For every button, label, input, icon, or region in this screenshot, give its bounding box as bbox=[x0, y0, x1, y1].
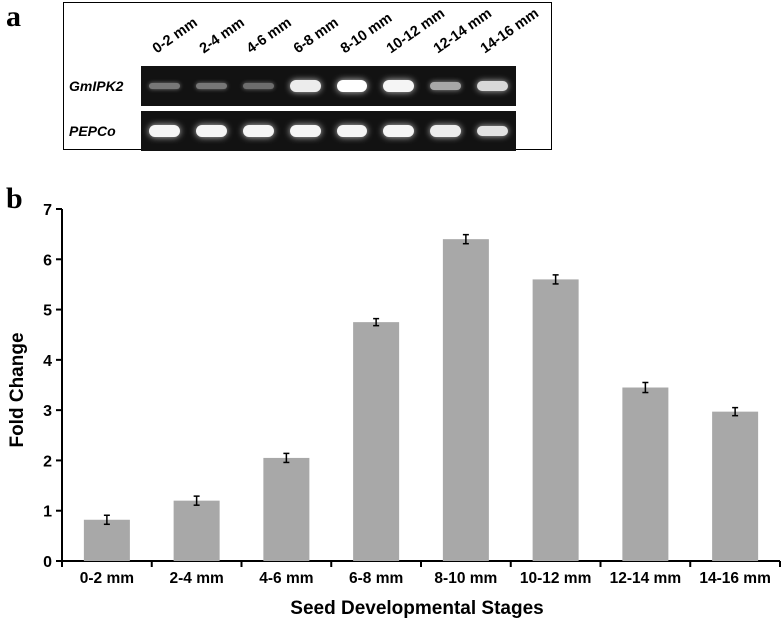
gel-band bbox=[289, 125, 321, 137]
x-tick-label: 14-16 mm bbox=[699, 570, 771, 587]
y-tick-label: 7 bbox=[43, 202, 52, 219]
y-tick-label: 1 bbox=[43, 504, 52, 521]
lane-label: 6-8 mm bbox=[290, 14, 342, 57]
gel-band bbox=[430, 81, 462, 91]
gel-image: 0-2 mm 2-4 mm 4-6 mm 6-8 mm 8-10 mm 10-12 mm 1… bbox=[63, 2, 552, 151]
lane-label: 0-2 mm bbox=[149, 14, 201, 57]
gel-band bbox=[336, 125, 368, 137]
bar bbox=[353, 322, 400, 561]
bar bbox=[83, 519, 130, 561]
gel-band bbox=[477, 125, 508, 137]
y-tick-label: 4 bbox=[43, 353, 52, 370]
lane-label: 8-10 mm bbox=[337, 10, 395, 58]
bar bbox=[442, 239, 489, 561]
bar bbox=[263, 457, 310, 561]
lane-label: 2-4 mm bbox=[196, 14, 248, 57]
gel-band bbox=[289, 80, 321, 92]
gel-band bbox=[149, 125, 180, 137]
gel-strip bbox=[141, 111, 516, 151]
gel-band bbox=[195, 82, 227, 90]
x-tick-label: 6-8 mm bbox=[349, 570, 403, 587]
gel-band bbox=[195, 125, 227, 137]
bar bbox=[173, 500, 220, 561]
y-tick-label: 3 bbox=[43, 403, 52, 420]
x-tick-label: 4-6 mm bbox=[259, 570, 313, 587]
gel-strip bbox=[141, 66, 516, 106]
x-tick-label: 12-14 mm bbox=[610, 570, 682, 587]
x-tick-label: 0-2 mm bbox=[80, 570, 134, 587]
lane-label: 4-6 mm bbox=[243, 14, 295, 57]
y-tick-label: 5 bbox=[43, 303, 52, 320]
x-tick-label: 2-4 mm bbox=[169, 570, 223, 587]
panel-a-letter: a bbox=[6, 0, 21, 33]
gel-band bbox=[336, 80, 368, 92]
gene-label: PEPCo bbox=[69, 123, 116, 139]
x-tick-label: 10-12 mm bbox=[520, 570, 592, 587]
chart-bars bbox=[83, 233, 759, 561]
bar bbox=[712, 411, 759, 561]
gel-band bbox=[477, 80, 508, 92]
y-tick-label: 6 bbox=[43, 252, 52, 269]
panel-b-letter: b bbox=[6, 182, 23, 215]
y-axis-label: Fold Change bbox=[7, 332, 28, 447]
gel-band bbox=[242, 83, 274, 89]
bar bbox=[622, 387, 669, 561]
y-tick-label: 0 bbox=[43, 554, 52, 571]
x-axis-label: Seed Developmental Stages bbox=[290, 598, 543, 619]
gel-band bbox=[383, 125, 415, 137]
bar bbox=[532, 279, 579, 561]
gel-band bbox=[242, 125, 274, 137]
gel-band bbox=[430, 125, 462, 137]
chart-axes: 0 1 2 3 4 5 6 7 0-2 mm 2-4 mm 4-6 mm 6-8 mm 8-10 mm 1… bbox=[43, 202, 781, 587]
gel-band bbox=[149, 82, 180, 90]
x-tick-label: 8-10 mm bbox=[434, 570, 497, 587]
gel-band bbox=[383, 80, 415, 92]
gene-label: GmIPK2 bbox=[69, 78, 124, 94]
y-tick-label: 2 bbox=[43, 453, 52, 470]
